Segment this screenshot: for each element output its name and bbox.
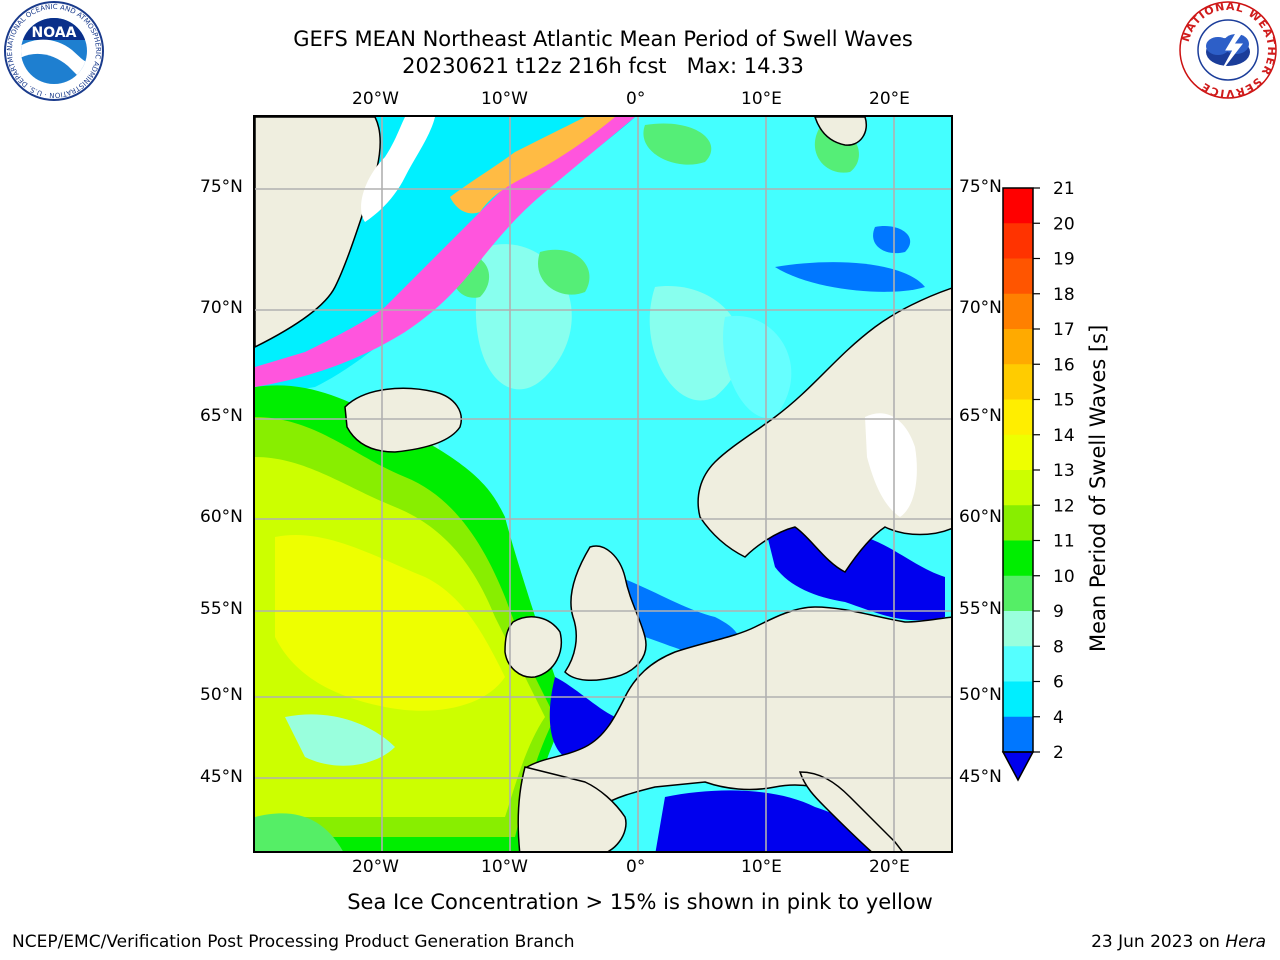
lat-label-right-65n: 65°N (959, 406, 1002, 426)
lat-label-left-45n: 45°N (200, 767, 243, 787)
lon-label-bottom-20e: 20°E (869, 857, 910, 877)
colorbar-segment (1003, 434, 1033, 471)
lon-label-bottom-10w: 10°W (481, 857, 528, 877)
colorbar-segment (1003, 681, 1033, 718)
colorbar-tick-label: 12 (1053, 496, 1075, 516)
footer-host: Hera (1225, 932, 1266, 952)
lat-label-left-70n: 70°N (200, 298, 243, 318)
lon-label-top-10w: 10°W (481, 89, 528, 109)
map-grid (255, 117, 951, 851)
colorbar-segment (1003, 575, 1033, 612)
colorbar-tick-label: 11 (1053, 532, 1075, 552)
lat-label-right-50n: 50°N (959, 685, 1002, 705)
title-line-1: GEFS MEAN Northeast Atlantic Mean Period… (293, 27, 913, 51)
lon-label-top-0: 0° (626, 89, 646, 109)
map-frame (253, 115, 953, 853)
colorbar-tick-label: 9 (1053, 602, 1064, 622)
noaa-logo: NATIONAL OCEANIC AND ATMOSPHERIC ADMINIS… (2, 0, 104, 101)
colorbar-segment (1003, 258, 1033, 295)
lon-label-top-20e: 20°E (869, 89, 910, 109)
title-line-2: 20230621 t12z 216h fcst Max: 14.33 (402, 54, 804, 78)
lat-label-right-75n: 75°N (959, 177, 1002, 197)
svg-text:NOAA: NOAA (32, 25, 77, 41)
colorbar-tick-label: 13 (1053, 461, 1075, 481)
colorbar-segment (1003, 329, 1033, 365)
nws-logo: NATIONAL WEATHER SERVICE (1179, 0, 1277, 100)
colorbar-segment (1003, 540, 1033, 577)
lat-label-right-55n: 55°N (959, 599, 1002, 619)
colorbar-tick-label: 19 (1053, 250, 1075, 270)
colorbar-tick-label: 4 (1053, 708, 1064, 728)
colorbar-extend-triangle (1001, 751, 1035, 782)
colorbar-tick-label: 6 (1053, 673, 1064, 693)
colorbar-tick-label: 2 (1053, 743, 1064, 763)
colorbar-segment (1003, 223, 1033, 259)
colorbar-segment (1003, 470, 1033, 506)
lon-label-bottom-10e: 10°E (741, 857, 782, 877)
lon-label-bottom-0: 0° (626, 857, 646, 877)
colorbar-segment (1003, 399, 1033, 436)
lat-label-left-55n: 55°N (200, 599, 243, 619)
colorbar-tick-label: 10 (1053, 567, 1075, 587)
footer-date: 23 Jun 2023 on Hera (1091, 932, 1266, 952)
footer-credit: NCEP/EMC/Verification Post Processing Pr… (12, 932, 575, 952)
colorbar-tick-label: 17 (1053, 320, 1075, 340)
colorbar-tick-label: 16 (1053, 355, 1075, 375)
colorbar-segment (1003, 646, 1033, 682)
colorbar-tick-label: 18 (1053, 285, 1075, 305)
colorbar-tick-label: 21 (1053, 180, 1075, 199)
colorbar-tick-label: 8 (1053, 637, 1064, 657)
colorbar-tick-label: 15 (1053, 391, 1075, 411)
map-caption: Sea Ice Concentration > 15% is shown in … (347, 890, 933, 914)
footer-date-text: 23 Jun 2023 on (1091, 932, 1226, 952)
colorbar-segment (1003, 611, 1033, 647)
lat-label-left-50n: 50°N (200, 685, 243, 705)
lat-label-right-70n: 70°N (959, 298, 1002, 318)
colorbar-label: Mean Period of Swell Waves [s] (1086, 324, 1110, 652)
colorbar-segment (1003, 188, 1033, 224)
lat-label-right-60n: 60°N (959, 507, 1002, 527)
lat-label-left-65n: 65°N (200, 406, 243, 426)
lon-label-top-20w: 20°W (352, 89, 399, 109)
map-canvas (255, 117, 951, 851)
lat-label-right-45n: 45°N (959, 767, 1002, 787)
colorbar: 21 20 19 18 17 16 15 14 13 12 11 10 9 8 6 4 2 (1001, 180, 1075, 782)
lon-label-top-10e: 10°E (741, 89, 782, 109)
colorbar-tick-label: 20 (1053, 214, 1075, 234)
colorbar-segment (1003, 716, 1033, 753)
colorbar-segment (1003, 364, 1033, 400)
colorbar-tick-label: 14 (1053, 426, 1075, 446)
colorbar-segment (1003, 293, 1033, 330)
colorbar-segment (1003, 505, 1033, 541)
lon-label-bottom-20w: 20°W (352, 857, 399, 877)
lat-label-left-75n: 75°N (200, 177, 243, 197)
lat-label-left-60n: 60°N (200, 507, 243, 527)
